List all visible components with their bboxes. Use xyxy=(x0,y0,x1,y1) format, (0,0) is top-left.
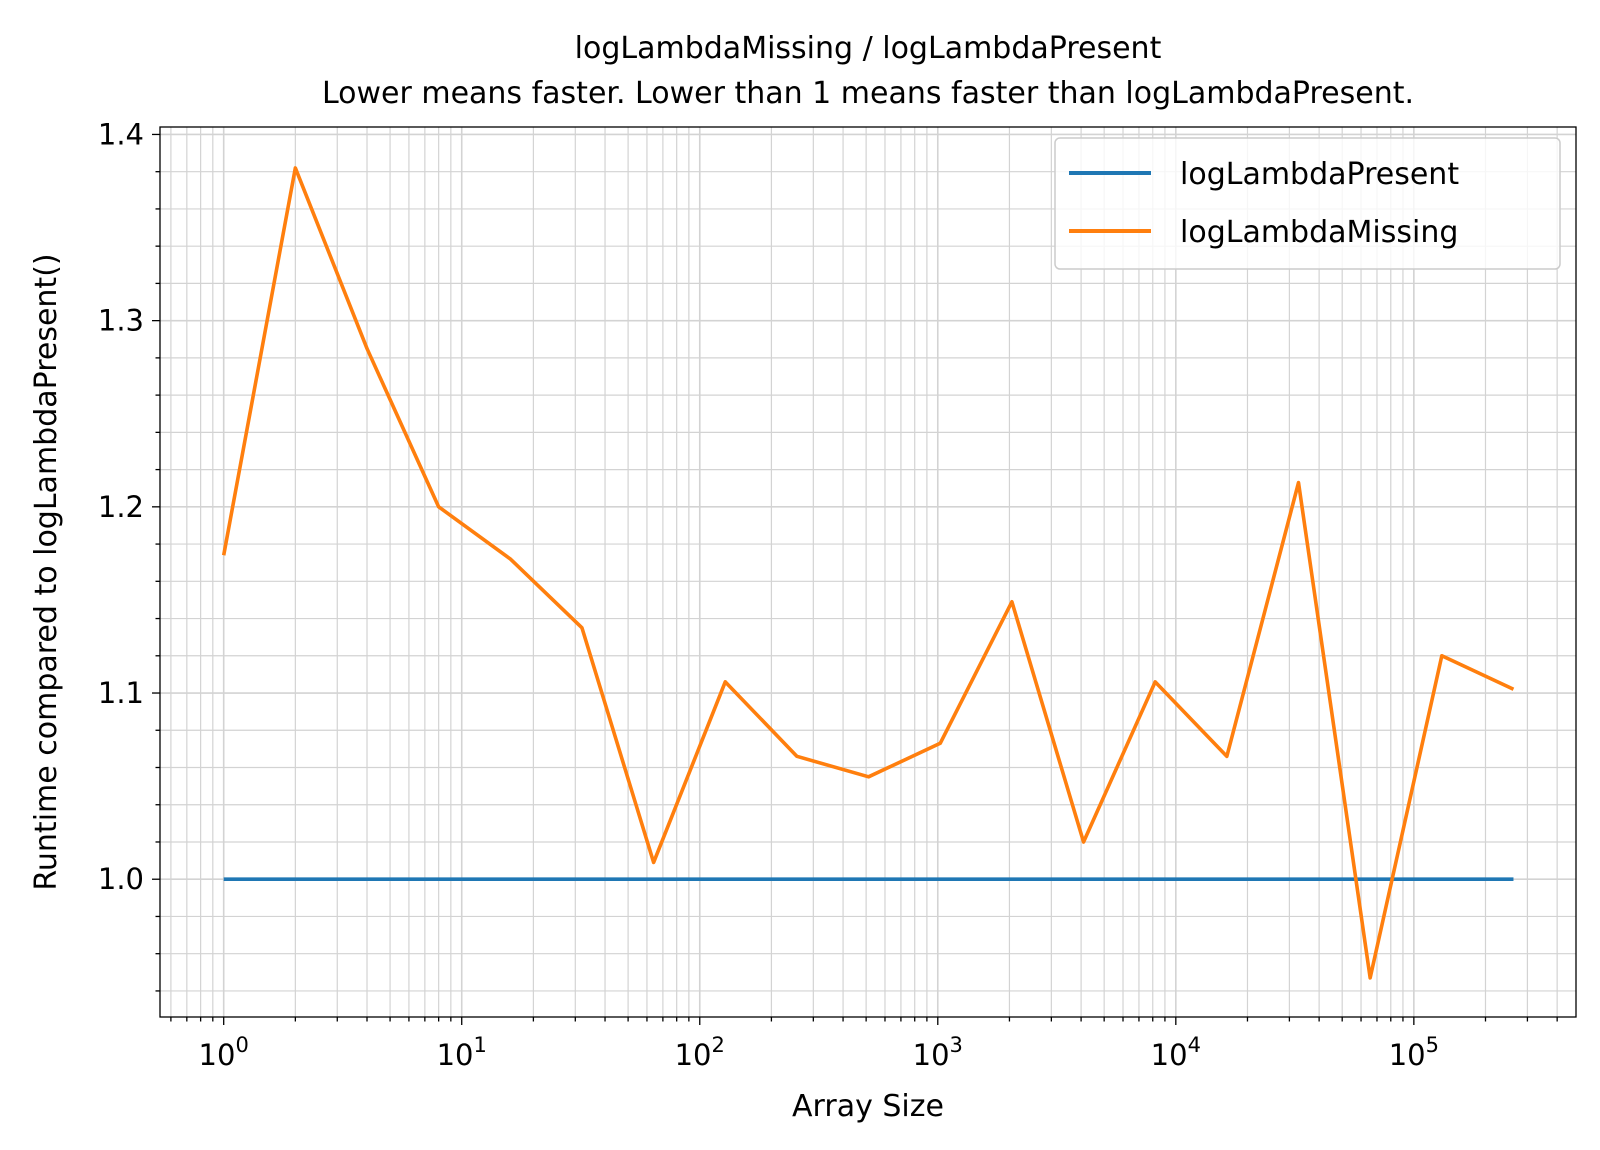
y-tick-label: 1.2 xyxy=(98,490,144,524)
series-lines xyxy=(221,166,1515,980)
x-tick-label: 103 xyxy=(913,1033,963,1072)
axis-ticks: 100 101 102 103 104 105 1.0 1.1 1.2 1.3 1.4 xyxy=(98,117,1558,1072)
plot-frame xyxy=(159,126,1577,1018)
x-axis-label: Array Size xyxy=(792,1089,944,1124)
series-line-logLambdaMissing xyxy=(221,166,1515,980)
y-tick-label: 1.0 xyxy=(98,862,144,896)
chart-subtitle: Lower means faster. Lower than 1 means f… xyxy=(322,76,1414,111)
x-tick-label: 102 xyxy=(675,1033,725,1072)
x-tick-label: 100 xyxy=(199,1033,249,1072)
y-tick-label: 1.4 xyxy=(98,117,144,151)
y-tick-label: 1.1 xyxy=(98,676,144,710)
legend-label-logLambdaMissing: logLambdaMissing xyxy=(1180,215,1458,250)
y-tick-label: 1.3 xyxy=(98,304,144,338)
x-tick-label: 105 xyxy=(1389,1033,1439,1072)
y-axis-label: Runtime compared to logLambdaPresent() xyxy=(29,253,64,890)
x-tick-label: 104 xyxy=(1151,1033,1201,1072)
chart-title: logLambdaMissing / logLambdaPresent xyxy=(575,31,1162,66)
grid xyxy=(160,127,1576,1017)
legend: logLambdaPresent logLambdaMissing xyxy=(1054,137,1561,270)
x-tick-label: 101 xyxy=(437,1033,487,1072)
legend-box xyxy=(1054,137,1561,270)
legend-label-logLambdaPresent: logLambdaPresent xyxy=(1180,157,1459,192)
